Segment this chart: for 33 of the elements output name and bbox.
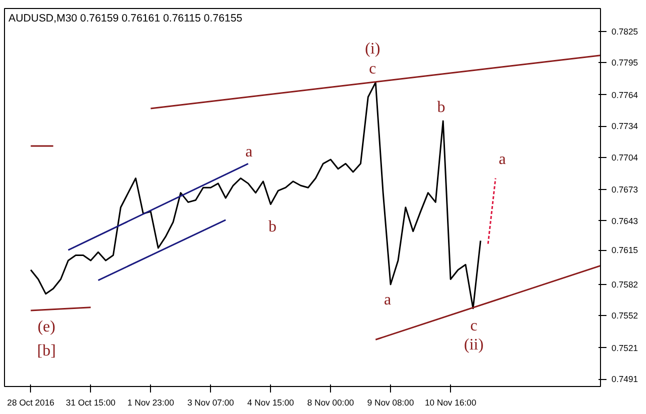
- annotation: (e): [38, 318, 56, 336]
- y-tick-label: 0.7795: [612, 58, 638, 68]
- y-tick-label: 0.7764: [612, 90, 638, 100]
- x-tick-label: 1 Nov 23:00: [127, 398, 174, 408]
- y-tick-label: 0.7521: [612, 342, 638, 353]
- y-tick-label: 0.7491: [612, 374, 638, 384]
- annotation: a: [498, 150, 506, 168]
- y-tick-label: 0.7643: [612, 216, 638, 226]
- line-series: [30, 82, 482, 310]
- annotation: a: [245, 144, 252, 161]
- y-tick-label: 0.7673: [612, 184, 638, 195]
- annotation: (ii): [464, 336, 484, 354]
- y-tick-label: 0.7582: [612, 279, 638, 290]
- x-tick-label: 8 Nov 00:00: [307, 398, 354, 408]
- y-tick-label: 0.7615: [612, 245, 638, 256]
- annotation: c: [369, 60, 376, 78]
- x-tick-label: 10 Nov 16:00: [424, 398, 476, 408]
- y-tick-label: 0.7734: [612, 121, 638, 132]
- annotation: c: [470, 318, 478, 335]
- x-tick-label: 4 Nov 15:00: [247, 398, 294, 408]
- x-tick-label: 3 Nov 07:00: [187, 398, 234, 408]
- annotation: [b]: [37, 342, 56, 360]
- x-tick-label: 31 Oct 15:00: [66, 398, 116, 408]
- annotation: b: [268, 218, 277, 236]
- annotation: b: [437, 98, 446, 116]
- y-tick-label: 0.7552: [612, 310, 638, 321]
- y-tick-label: 0.7704: [612, 152, 638, 162]
- x-tick-label: 9 Nov 08:00: [367, 398, 414, 408]
- y-tick-label: 0.7825: [612, 26, 638, 36]
- annotation: a: [384, 292, 392, 309]
- x-tick-label: 28 Oct 2016: [7, 398, 55, 408]
- chart-title: AUDUSD,M30 0.76159 0.76161 0.76115 0.76155: [8, 12, 242, 24]
- annotation: (i): [365, 40, 380, 58]
